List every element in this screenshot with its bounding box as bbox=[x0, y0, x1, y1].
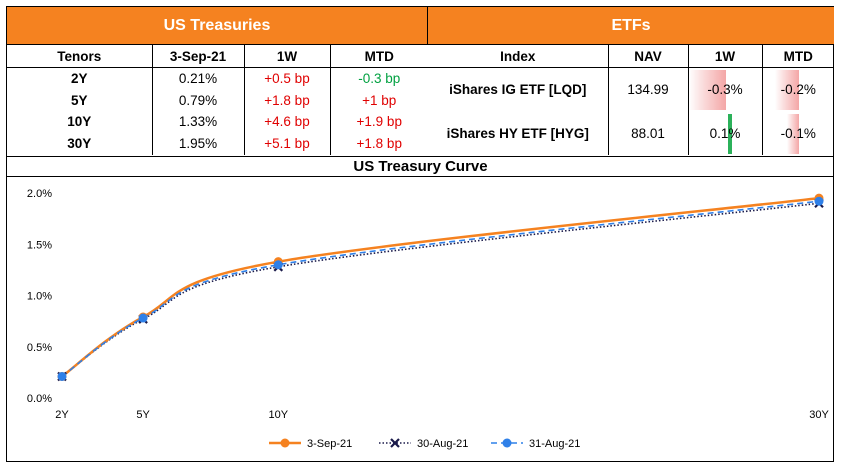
yield-cell: 1.33% bbox=[152, 111, 245, 133]
table-row: 10Y 1.33% +4.6 bp +1.9 bp bbox=[7, 111, 428, 133]
treasuries-table: Tenors 3-Sep-21 1W MTD 2Y 0.21% +0.5 bp … bbox=[7, 45, 428, 155]
tenor-cell: 10Y bbox=[7, 111, 153, 133]
change-mtd-cell: +1 bp bbox=[362, 92, 397, 108]
col-header-1w: 1W bbox=[688, 45, 763, 68]
y-tick-label: 2.0% bbox=[27, 188, 52, 200]
change-1w-cell: +0.5 bp bbox=[244, 67, 331, 90]
x-tick-label: 2Y bbox=[55, 409, 69, 421]
tenor-cell: 30Y bbox=[7, 132, 153, 155]
x-tick-label: 5Y bbox=[136, 409, 150, 421]
x-tick-label: 30Y bbox=[809, 409, 829, 421]
col-header-mtd: MTD bbox=[330, 45, 428, 68]
dashboard-panel: US Treasuries ETFs Tenors 3-Sep-21 1W MT… bbox=[6, 6, 834, 462]
data-bar bbox=[727, 113, 733, 154]
table-row: 30Y 1.95% +5.1 bp +1.8 bp bbox=[7, 132, 428, 155]
y-tick-label: 1.5% bbox=[27, 239, 52, 251]
table-row: iShares HY ETF [HYG] 88.01 0.1% -0.1% bbox=[428, 111, 834, 156]
y-tick-label: 0.5% bbox=[27, 342, 52, 354]
y-tick-label: 0.0% bbox=[27, 393, 52, 405]
x-tick-label: 10Y bbox=[268, 409, 288, 421]
treasury-curve-chart: 0.0% 0.5% 1.0% 1.5% 2.0% 2Y 5Y 10Y 30Y 3-Sep-21 30… bbox=[27, 188, 830, 450]
col-header-nav: NAV bbox=[608, 45, 689, 68]
data-point bbox=[138, 313, 148, 323]
legend-label: 30-Aug-21 bbox=[417, 438, 468, 450]
data-bar bbox=[786, 113, 799, 154]
change-mtd-cell: -0.1% bbox=[762, 112, 834, 156]
data-bar bbox=[774, 70, 799, 110]
change-1w-value: -0.3% bbox=[707, 82, 743, 98]
series-line bbox=[61, 202, 820, 378]
chart-title: US Treasury Curve bbox=[7, 156, 834, 177]
col-header-date: 3-Sep-21 bbox=[152, 45, 245, 68]
index-name-cell: iShares HY ETF [HYG] bbox=[428, 111, 609, 155]
legend-marker bbox=[502, 438, 512, 448]
tenor-cell: 2Y bbox=[7, 67, 153, 90]
change-mtd-value: -0.2% bbox=[780, 82, 816, 98]
col-header-tenors: Tenors bbox=[7, 45, 153, 68]
y-tick-label: 1.0% bbox=[27, 291, 52, 303]
change-mtd-cell: -0.2% bbox=[762, 68, 834, 112]
change-1w-cell: -0.3% bbox=[688, 67, 763, 112]
series-line bbox=[61, 196, 820, 378]
nav-cell: 88.01 bbox=[608, 111, 689, 155]
tenor-cell: 5Y bbox=[7, 89, 153, 111]
etfs-table: Index NAV 1W MTD iShares IG ETF [LQD] 13… bbox=[428, 45, 834, 155]
yield-cell: 0.21% bbox=[152, 67, 245, 90]
legend-label: 3-Sep-21 bbox=[307, 438, 352, 450]
change-mtd-cell: -0.3 bp bbox=[358, 71, 401, 87]
change-mtd-cell: +1.9 bp bbox=[356, 114, 402, 130]
change-1w-cell: +4.6 bp bbox=[244, 111, 331, 133]
legend-marker bbox=[390, 438, 400, 448]
change-1w-cell: 0.1% bbox=[688, 111, 763, 155]
yield-cell: 1.95% bbox=[152, 132, 245, 155]
col-header-1w: 1W bbox=[244, 45, 331, 68]
index-name-cell: iShares IG ETF [LQD] bbox=[428, 67, 609, 112]
table-row: iShares IG ETF [LQD] 134.99 -0.3% -0.2% bbox=[428, 67, 834, 112]
treasuries-header: US Treasuries bbox=[7, 7, 428, 45]
change-mtd-value: -0.1% bbox=[780, 125, 816, 141]
data-point bbox=[814, 196, 824, 206]
legend-label: 31-Aug-21 bbox=[529, 438, 580, 450]
data-point bbox=[273, 260, 283, 270]
etfs-header: ETFs bbox=[428, 7, 834, 45]
yield-cell: 0.79% bbox=[152, 89, 245, 111]
data-point bbox=[57, 371, 67, 381]
legend-marker bbox=[280, 438, 290, 448]
table-row: 5Y 0.79% +1.8 bp +1 bp bbox=[7, 89, 428, 111]
nav-cell: 134.99 bbox=[608, 67, 689, 112]
table-row: 2Y 0.21% +0.5 bp -0.3 bp bbox=[7, 67, 428, 90]
change-1w-cell: +1.8 bp bbox=[244, 89, 331, 111]
data-bar bbox=[688, 70, 726, 110]
col-header-index: Index bbox=[428, 45, 609, 68]
change-mtd-cell: +1.8 bp bbox=[356, 136, 402, 151]
change-1w-value: 0.1% bbox=[709, 125, 741, 141]
change-1w-cell: +5.1 bp bbox=[244, 132, 331, 155]
col-header-mtd: MTD bbox=[762, 45, 834, 68]
series-line bbox=[61, 200, 820, 378]
